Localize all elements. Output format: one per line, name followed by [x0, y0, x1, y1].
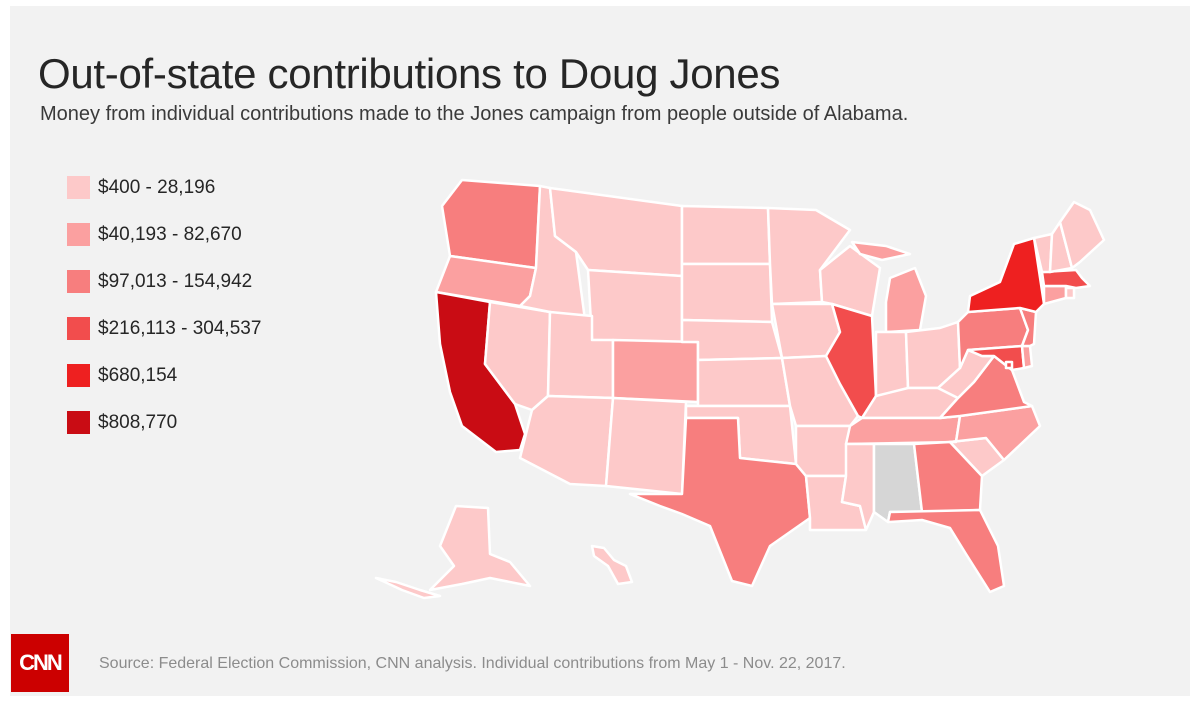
- legend-label: $400 - 28,196: [98, 176, 216, 198]
- legend: $400 - 28,196 $40,193 - 82,670 $97,013 -…: [67, 164, 261, 446]
- state-ct: [1042, 284, 1068, 306]
- cnn-logo: CNN: [11, 634, 69, 692]
- state-wy: [586, 268, 684, 344]
- state-hi: [590, 544, 634, 586]
- state-il: [824, 302, 878, 420]
- state-az: [518, 394, 615, 488]
- chart-subtitle: Money from individual contributions made…: [40, 103, 909, 125]
- state-tn: [844, 414, 962, 446]
- state-wa: [440, 178, 542, 270]
- state-ks: [696, 356, 792, 408]
- state-nm: [604, 396, 688, 496]
- legend-label: $808,770: [98, 411, 178, 433]
- legend-item: $400 - 28,196: [67, 164, 261, 211]
- graphic-panel: Out-of-state contributions to Doug Jones…: [10, 6, 1190, 696]
- legend-label: $40,193 - 82,670: [98, 223, 242, 245]
- state-me: [1058, 200, 1106, 270]
- legend-item: $808,770: [67, 399, 261, 446]
- legend-swatch: [67, 223, 90, 246]
- state-tx: [628, 416, 812, 588]
- state-fl: [886, 508, 1006, 594]
- legend-label: $97,013 - 154,942: [98, 270, 253, 292]
- state-de: [1020, 344, 1034, 370]
- state-ne: [680, 318, 784, 362]
- state-mi: [884, 266, 928, 334]
- legend-item: $680,154: [67, 352, 261, 399]
- legend-swatch: [67, 364, 90, 387]
- legend-label: $680,154: [98, 364, 178, 386]
- state-ri: [1064, 286, 1076, 300]
- state-co: [611, 338, 700, 404]
- legend-item: $97,013 - 154,942: [67, 258, 261, 305]
- chart-title: Out-of-state contributions to Doug Jones: [38, 50, 781, 97]
- legend-swatch: [67, 176, 90, 199]
- legend-label: $216,113 - 304,537: [98, 317, 262, 339]
- legend-swatch: [67, 270, 90, 293]
- source-note: Source: Federal Election Commission, CNN…: [99, 655, 846, 672]
- cnn-logo-text: CNN: [19, 650, 63, 675]
- legend-swatch: [67, 411, 90, 434]
- state-ny: [966, 236, 1046, 314]
- state-mi-upper: [850, 240, 912, 262]
- state-dc: [1004, 360, 1014, 370]
- state-nd: [680, 204, 772, 266]
- legend-item: $216,113 - 304,537: [67, 305, 261, 352]
- us-choropleth-map: [374, 178, 1106, 600]
- state-ar: [794, 424, 852, 478]
- legend-item: $40,193 - 82,670: [67, 211, 261, 258]
- state-sd: [680, 262, 774, 324]
- state-ma: [1040, 268, 1092, 290]
- state-ak: [428, 504, 532, 592]
- state-ak-chain: [374, 576, 442, 600]
- legend-swatch: [67, 317, 90, 340]
